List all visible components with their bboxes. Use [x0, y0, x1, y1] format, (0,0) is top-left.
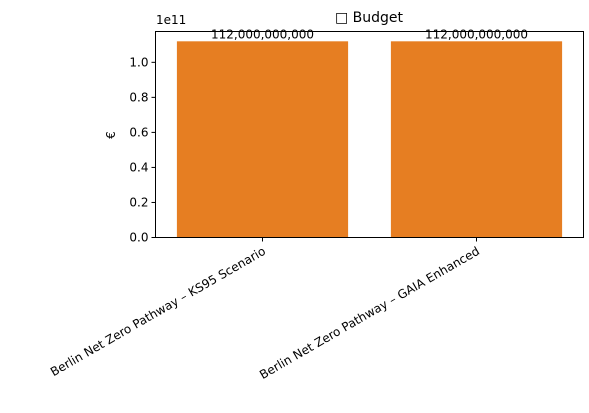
y-axis-label: € [104, 131, 118, 139]
y-tick-label: 0.2 [129, 195, 148, 209]
y-tick-label: 0.0 [129, 231, 148, 245]
y-tick-label: 0.6 [129, 125, 148, 139]
y-tick-label: 0.4 [129, 160, 148, 174]
plot-frame [155, 31, 584, 238]
x-tick-label: Berlin Net Zero Pathway – KS95 Scenario [48, 244, 268, 379]
y-tick-label: 0.8 [129, 90, 148, 104]
bar [390, 41, 563, 238]
y-tick-label: 1.0 [129, 55, 148, 69]
y-offset-label: 1e11 [156, 13, 186, 27]
chart-title: □ Budget [335, 10, 404, 26]
bar-value-label: 112,000,000,000 [211, 27, 314, 41]
bar [176, 41, 349, 238]
x-tick-label: Berlin Net Zero Pathway – GAIA Enhanced [257, 244, 482, 382]
bar-value-label: 112,000,000,000 [425, 27, 528, 41]
